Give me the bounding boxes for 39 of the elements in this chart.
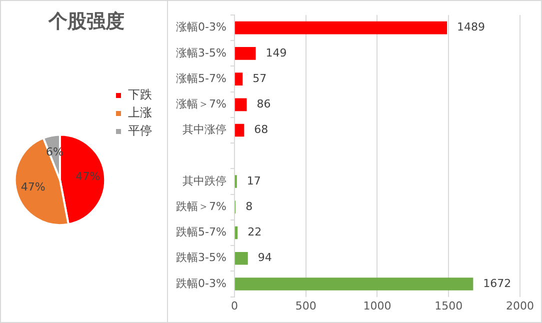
data-label: 94 [258, 251, 272, 264]
chart-title: 个股强度 [48, 10, 124, 32]
bar [234, 124, 244, 137]
x-tick-label: 1000 [363, 299, 392, 312]
data-label: 8 [246, 200, 253, 213]
y-tick-label: 其中跌停 [182, 174, 226, 188]
bar [234, 21, 448, 34]
legend-label: 下跌 [128, 88, 152, 102]
y-tick-label: 跌幅5-7% [176, 226, 226, 239]
y-tick-label: 涨幅＞7% [176, 98, 226, 111]
data-label: 1489 [457, 20, 486, 34]
data-label: 68 [254, 123, 268, 136]
x-tick-label: 2000 [506, 299, 534, 312]
legend-label: 上涨 [128, 106, 152, 120]
data-label: 86 [256, 98, 271, 111]
data-label: 22 [248, 226, 262, 239]
y-tick-label: 涨幅3-5% [176, 46, 226, 60]
data-label: 57 [252, 72, 267, 85]
data-label: 17 [246, 174, 261, 188]
y-tick-label: 其中涨停 [182, 123, 226, 136]
bar [234, 72, 243, 86]
data-label: 149 [266, 46, 287, 60]
y-tick-label: 涨幅0-3% [176, 20, 226, 34]
data-label: 47% [76, 170, 100, 184]
bar [234, 252, 248, 265]
bar [234, 278, 474, 290]
y-tick-label: 跌幅3-5% [176, 251, 226, 264]
x-tick-label: 500 [295, 299, 316, 312]
data-label: 1672 [483, 276, 512, 290]
bar [234, 226, 238, 240]
x-tick-label: 1500 [434, 299, 463, 312]
data-label: 47% [20, 180, 46, 194]
y-tick-label: 跌幅0-3% [176, 276, 226, 290]
legend-label: 平停 [128, 124, 152, 138]
y-tick-label: 跌幅＞7% [176, 200, 226, 213]
y-tick-label: 涨幅5-7% [176, 72, 226, 85]
bar [234, 47, 256, 60]
bar [234, 98, 247, 112]
x-tick-label: 0 [230, 299, 238, 312]
